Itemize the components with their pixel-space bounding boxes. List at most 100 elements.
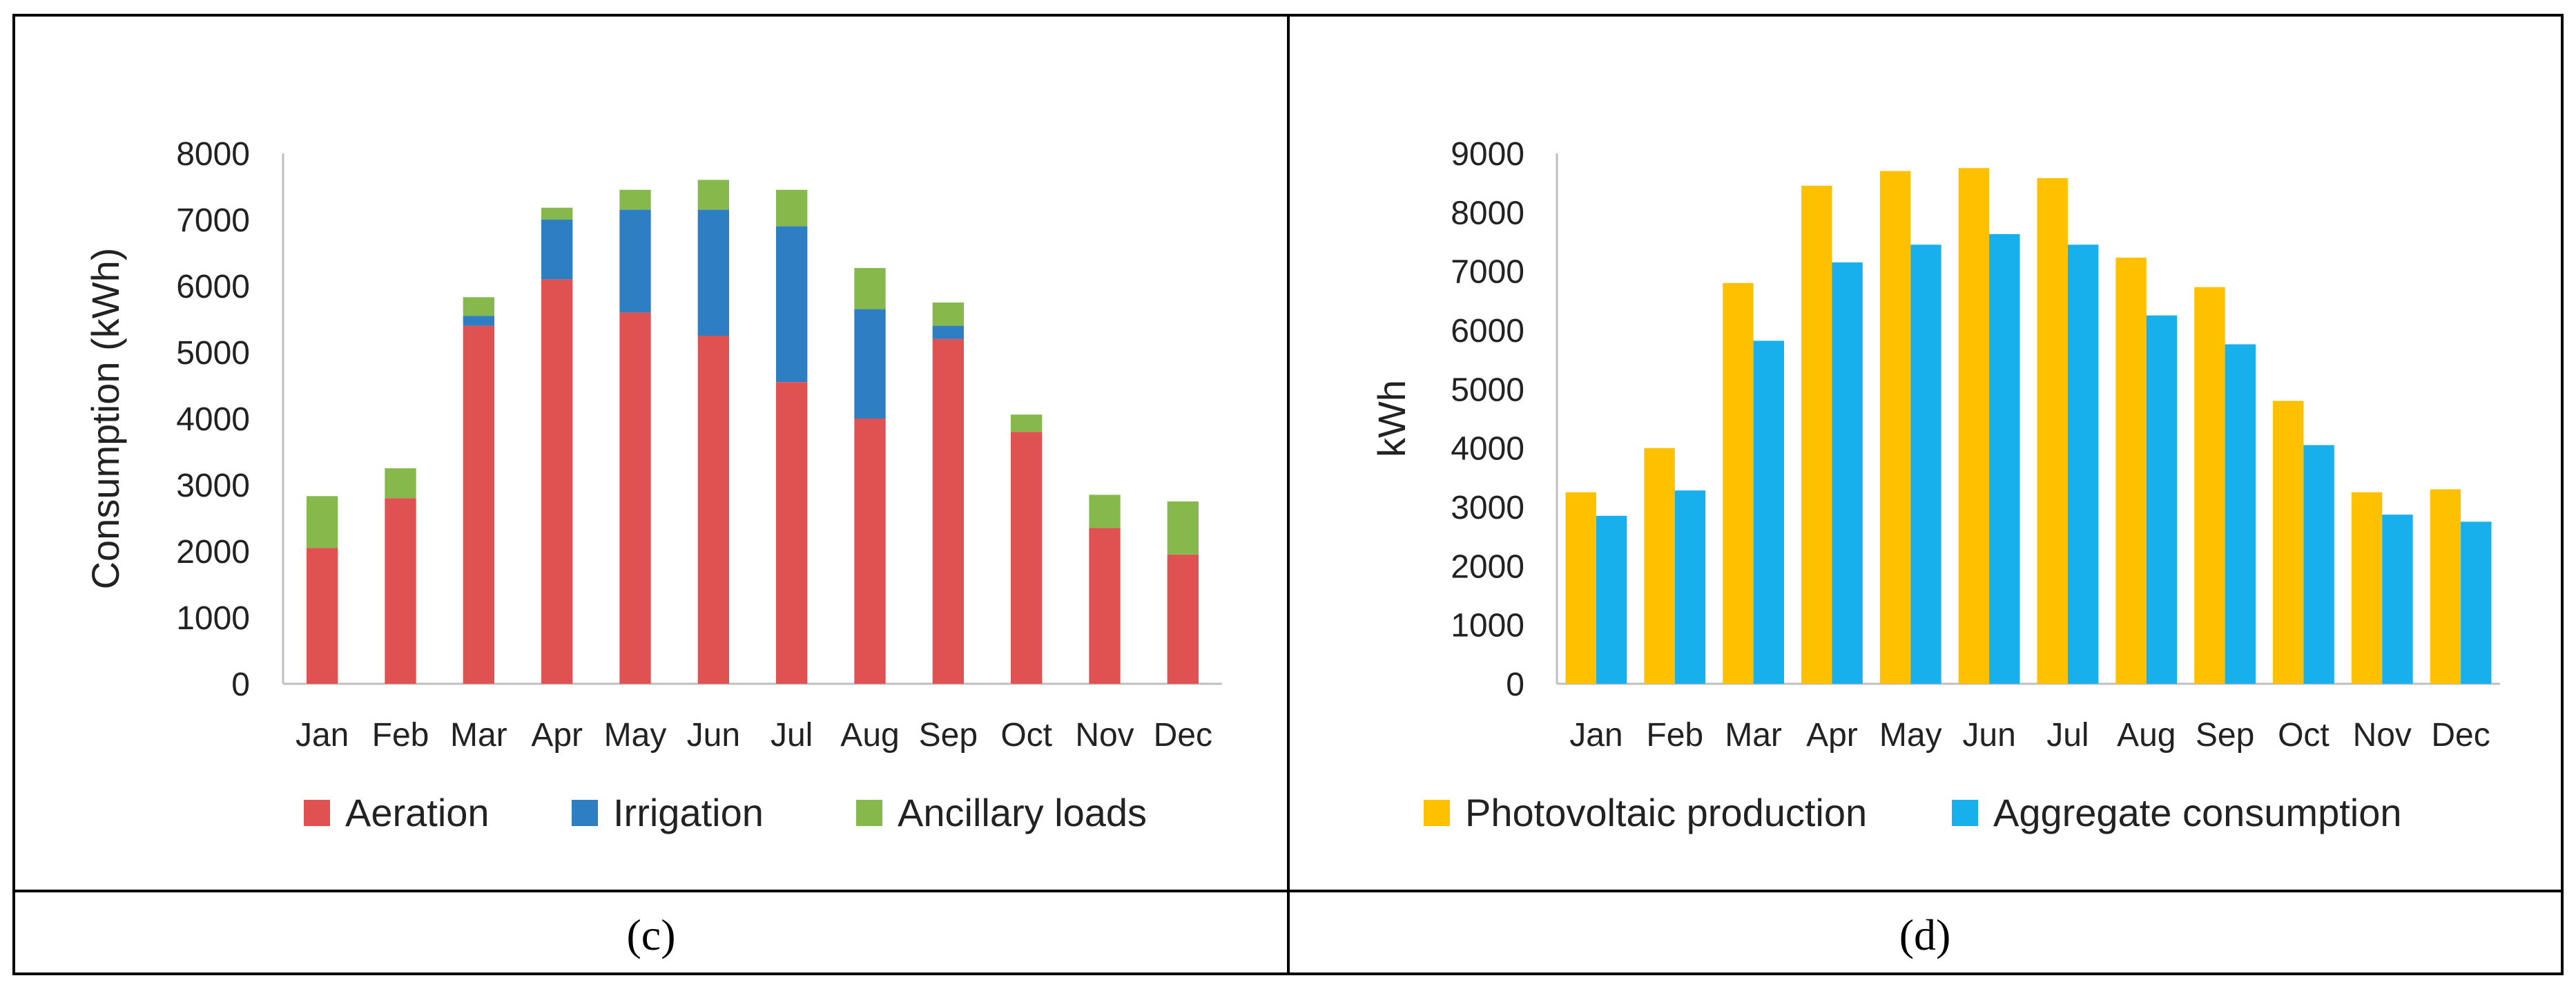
y-tick-label: 2000 — [1451, 548, 1524, 585]
y-axis-title: Consumption (kWh) — [84, 248, 127, 590]
bar-aeration-dec — [1167, 554, 1199, 684]
bar-pv-may — [1879, 171, 1911, 684]
y-tick-label: 1000 — [176, 600, 250, 637]
x-tick-label: Jul — [2046, 717, 2089, 754]
x-tick-label: Apr — [531, 717, 583, 754]
bar-pv-dec — [2430, 489, 2461, 684]
bar-aeration-mar — [463, 325, 494, 684]
bar-consumption-mar — [1753, 341, 1784, 684]
bar-consumption-feb — [1674, 490, 1706, 684]
x-tick-label: Dec — [2431, 717, 2490, 754]
x-tick-label: Jun — [687, 717, 740, 754]
y-axis-title: kWh — [1370, 380, 1413, 457]
y-tick-label: 6000 — [176, 269, 250, 305]
y-tick-label: 3000 — [176, 468, 250, 504]
bar-pv-feb — [1644, 448, 1675, 684]
x-tick-label: May — [1879, 717, 1942, 754]
bar-consumption-nov — [2382, 515, 2413, 684]
x-tick-label: Jul — [771, 717, 813, 754]
y-tick-label: 1000 — [1451, 608, 1524, 644]
y-tick-label: 5000 — [176, 335, 250, 372]
legend-swatch-pv — [1424, 800, 1450, 826]
x-tick-label: May — [604, 717, 667, 754]
bar-irrigation-sep — [932, 325, 964, 339]
x-tick-label: Jan — [296, 717, 349, 754]
y-tick-label: 3000 — [1451, 490, 1524, 526]
legend-label-consumption: Aggregate consumption — [1993, 791, 2402, 834]
caption-c: (c) — [626, 910, 675, 959]
y-tick-label: 8000 — [1451, 195, 1524, 231]
bar-aeration-oct — [1011, 432, 1043, 684]
bar-pv-oct — [2273, 401, 2304, 684]
bar-aeration-nov — [1089, 528, 1121, 684]
bar-ancillary-may — [619, 189, 651, 210]
bar-pv-sep — [2194, 287, 2225, 684]
bar-aeration-sep — [932, 338, 964, 684]
legend-label-ancillary: Ancillary loads — [898, 791, 1147, 834]
x-tick-label: Apr — [1806, 717, 1858, 754]
x-tick-label: Aug — [840, 717, 899, 754]
x-tick-label: Nov — [1075, 717, 1134, 754]
x-tick-label: Sep — [2196, 717, 2254, 754]
caption-d: (d) — [1899, 910, 1951, 959]
legend-swatch-irrigation — [572, 800, 598, 826]
x-tick-label: Feb — [372, 717, 429, 754]
bar-aeration-feb — [385, 498, 416, 684]
bar-ancillary-oct — [1011, 414, 1043, 432]
bar-aeration-aug — [854, 419, 886, 684]
y-tick-label: 2000 — [176, 534, 250, 571]
bar-consumption-jun — [1989, 233, 2020, 684]
x-tick-label: Dec — [1154, 717, 1212, 754]
y-tick-label: 4000 — [176, 401, 250, 438]
bar-consumption-jul — [2067, 245, 2099, 684]
x-tick-label: Mar — [450, 717, 507, 754]
bar-consumption-jan — [1596, 515, 1627, 684]
legend-swatch-consumption — [1952, 800, 1978, 826]
bar-irrigation-jul — [776, 226, 808, 383]
x-tick-label: Jun — [1962, 717, 2015, 754]
bar-ancillary-jul — [776, 189, 808, 227]
bar-ancillary-jan — [307, 496, 338, 548]
bar-ancillary-feb — [385, 468, 416, 499]
y-tick-label: 0 — [231, 667, 250, 703]
x-tick-label: Nov — [2353, 717, 2412, 754]
bar-pv-mar — [1723, 282, 1754, 684]
x-tick-label: Sep — [919, 717, 978, 754]
y-tick-label: 7000 — [1451, 254, 1524, 291]
y-tick-label: 0 — [1506, 667, 1524, 703]
chart-d-pv-vs-consumption: 0 1000 2000 3000 4000 5000 6000 7000 8000 9000 kWh… — [1370, 136, 2500, 834]
x-tick-label: Jan — [1569, 717, 1623, 754]
y-tick-label: 4000 — [1451, 431, 1524, 468]
y-tick-label: 9000 — [1451, 136, 1524, 173]
y-tick-label: 8000 — [176, 136, 250, 173]
x-tick-label: Oct — [2278, 717, 2330, 754]
legend-swatch-ancillary — [856, 800, 882, 826]
y-tick-label: 6000 — [1451, 313, 1524, 349]
bar-ancillary-nov — [1089, 495, 1121, 528]
bar-ancillary-apr — [541, 207, 573, 220]
bar-consumption-aug — [2146, 315, 2178, 684]
bar-aeration-jun — [697, 336, 729, 684]
bar-pv-jul — [2037, 178, 2068, 684]
bar-ancillary-aug — [854, 268, 886, 309]
bar-consumption-apr — [1832, 262, 1863, 684]
bar-pv-nov — [2351, 492, 2383, 684]
bar-aeration-jul — [776, 382, 808, 684]
bar-ancillary-jun — [697, 180, 729, 210]
bar-consumption-may — [1910, 245, 1941, 684]
legend-label-pv: Photovoltaic production — [1465, 791, 1867, 834]
bar-aeration-jan — [307, 548, 338, 684]
bar-pv-aug — [2115, 258, 2147, 684]
bar-consumption-oct — [2303, 445, 2334, 684]
x-tick-label: Oct — [1000, 717, 1052, 754]
bar-pv-jun — [1958, 168, 1990, 684]
bar-ancillary-dec — [1167, 501, 1199, 555]
bar-consumption-dec — [2461, 521, 2492, 684]
chart-c-consumption-stacked: 0 1000 2000 3000 4000 5000 6000 7000 8000 Consump… — [84, 136, 1222, 834]
legend-label-irrigation: Irrigation — [613, 791, 764, 834]
y-tick-label: 7000 — [176, 202, 250, 239]
x-tick-label: Aug — [2117, 717, 2176, 754]
bar-irrigation-aug — [854, 309, 886, 419]
legend-label-aeration: Aeration — [345, 791, 490, 834]
